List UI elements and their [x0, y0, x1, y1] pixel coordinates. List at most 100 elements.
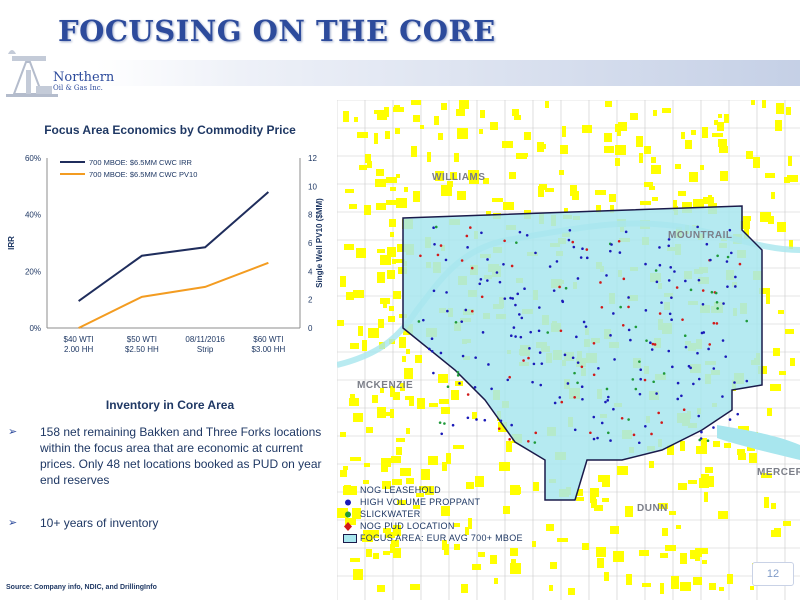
leasehold-tract: [516, 153, 527, 159]
well-marker: [503, 297, 507, 300]
well-marker: [624, 230, 628, 234]
well-marker: [627, 328, 631, 332]
leasehold-tract: [695, 548, 702, 557]
legend-label: NOG LEASEHOLD: [360, 485, 441, 495]
leasehold-tract: [649, 186, 655, 190]
leasehold-tract: [364, 205, 371, 215]
well-marker: [566, 382, 570, 385]
well-marker: [576, 381, 579, 385]
well-marker: [716, 254, 719, 258]
leasehold-tract: [532, 541, 536, 547]
leasehold-tract: [353, 413, 363, 422]
well-marker: [697, 414, 701, 418]
well-marker: [618, 251, 622, 254]
leasehold-tract: [345, 518, 356, 525]
leasehold-tract: [786, 107, 791, 115]
leasehold-tract: [675, 164, 681, 169]
leasehold-tract: [590, 488, 599, 497]
well-marker: [475, 418, 478, 421]
leasehold-tract: [651, 157, 656, 163]
leasehold-tract: [689, 172, 698, 182]
well-marker: [637, 441, 641, 445]
leasehold-tract: [345, 189, 354, 193]
well-marker: [606, 431, 610, 435]
leasehold-tract: [704, 492, 708, 502]
leasehold-tract: [602, 498, 609, 502]
series-line-pv10: [78, 261, 269, 329]
leasehold-tract: [545, 188, 554, 192]
leasehold-tract: [783, 521, 791, 526]
well-marker: [715, 300, 719, 304]
leasehold-tract: [662, 108, 671, 113]
leasehold-tract: [468, 518, 472, 529]
y2-tick-label: 0: [308, 324, 313, 333]
leasehold-tract: [662, 528, 668, 536]
leasehold-tract: [349, 204, 357, 209]
well-marker: [478, 282, 482, 286]
well-marker: [599, 281, 602, 284]
well-marker: [706, 439, 710, 443]
leasehold-tract: [404, 187, 408, 192]
leasehold-tract: [346, 292, 354, 300]
well-marker: [596, 436, 599, 440]
y2-tick-label: 12: [308, 154, 317, 163]
well-marker: [474, 356, 477, 359]
leasehold-tract: [618, 122, 627, 131]
leasehold-tract: [713, 441, 720, 447]
leasehold-tract: [439, 399, 449, 404]
logo-subname: Oil & Gas Inc.: [53, 84, 103, 92]
y2-tick-label: 8: [308, 211, 313, 220]
leasehold-tract: [435, 171, 444, 181]
well-marker: [540, 362, 544, 365]
leasehold-tract: [660, 583, 664, 594]
leasehold-tract: [667, 445, 674, 455]
well-marker: [613, 358, 616, 361]
leasehold-tract: [514, 115, 521, 120]
legend-item: HIGH VOLUME PROPPANT: [340, 496, 540, 508]
well-marker: [621, 324, 625, 327]
leasehold-tract: [364, 533, 373, 542]
well-marker: [538, 306, 541, 309]
well-marker: [736, 412, 740, 416]
leasehold-tract: [751, 100, 755, 105]
well-marker: [555, 260, 559, 263]
leasehold-tract: [381, 464, 388, 472]
leasehold-tract: [779, 371, 786, 375]
well-marker: [712, 426, 715, 429]
well-marker: [638, 360, 641, 363]
leasehold-tract: [595, 190, 606, 195]
well-marker: [707, 347, 710, 351]
well-marker: [483, 418, 487, 422]
leasehold-tract: [703, 197, 714, 204]
y-tick-label: 0%: [29, 324, 41, 333]
leasehold-tract: [512, 109, 519, 116]
well-marker: [650, 348, 654, 351]
leasehold-tract: [377, 249, 385, 253]
leasehold-tract: [410, 584, 420, 590]
leasehold-tract: [568, 588, 575, 595]
well-marker: [645, 339, 648, 342]
logo-text: Northern Oil & Gas Inc.: [53, 71, 114, 92]
well-marker: [683, 334, 687, 338]
well-marker: [712, 321, 716, 325]
leasehold-tract: [671, 578, 679, 589]
well-marker: [673, 270, 676, 273]
leasehold-tract: [457, 128, 468, 139]
well-marker: [518, 313, 521, 316]
leasehold-tract: [353, 569, 363, 580]
leasehold-tract: [546, 524, 554, 531]
well-marker: [728, 228, 732, 232]
leasehold-tract: [718, 511, 728, 519]
leasehold-tract: [479, 129, 483, 134]
well-marker: [428, 347, 431, 351]
leasehold-tract: [466, 482, 474, 489]
well-marker: [481, 331, 485, 334]
well-marker: [469, 226, 472, 229]
leasehold-tract: [378, 319, 384, 328]
leasehold-tract: [559, 170, 564, 175]
well-marker: [558, 396, 562, 399]
leasehold-tract: [416, 493, 424, 497]
leasehold-tract: [610, 526, 619, 534]
well-marker: [502, 262, 505, 266]
well-marker: [417, 320, 421, 323]
